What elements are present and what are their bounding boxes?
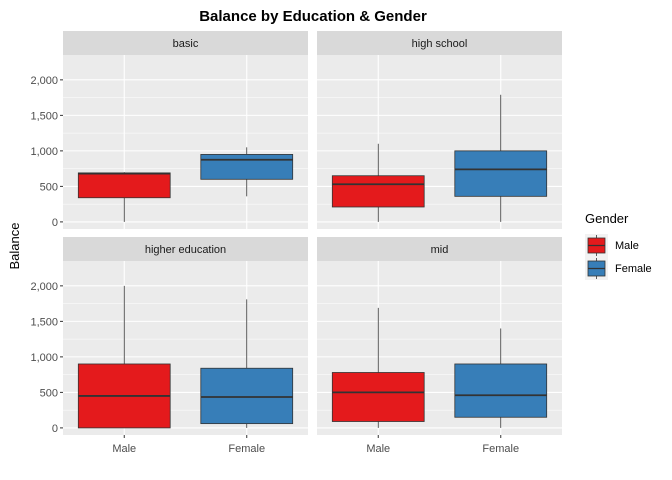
facet-panels: basic high school higher education mid bbox=[63, 31, 562, 435]
legend-item-female: Female bbox=[585, 257, 652, 280]
strip-high-school bbox=[317, 31, 562, 55]
box-basic-female bbox=[200, 154, 294, 180]
y-tick-label: 1,500 bbox=[30, 110, 58, 122]
chart-title: Balance by Education & Gender bbox=[199, 8, 427, 25]
panel-basic: basic bbox=[63, 31, 308, 229]
legend-title: Gender bbox=[585, 211, 629, 226]
panel-mid: mid bbox=[317, 237, 562, 435]
strip-basic bbox=[63, 31, 308, 55]
x-axis: Male Female Male Female bbox=[112, 435, 519, 455]
y-tick-label: 1,000 bbox=[30, 352, 58, 364]
box-high-school-female bbox=[454, 150, 548, 197]
legend-item-male: Male bbox=[585, 234, 639, 257]
y-axis-title: Balance bbox=[7, 223, 22, 270]
legend-label-female: Female bbox=[615, 263, 652, 275]
panel-high-school: high school bbox=[317, 31, 562, 229]
box-higher-education-female bbox=[200, 367, 294, 425]
box-mid-female bbox=[454, 363, 548, 418]
x-tick-label-male: Male bbox=[112, 443, 136, 455]
strip-mid bbox=[317, 237, 562, 261]
y-tick-label: 1,000 bbox=[30, 146, 58, 158]
x-tick-label-female: Female bbox=[482, 443, 519, 455]
y-axis-row-1: 0 500 1,000 1,500 2,000 bbox=[30, 75, 63, 229]
panel-higher-education: higher education bbox=[63, 237, 308, 435]
strip-label-basic: basic bbox=[173, 38, 199, 50]
strip-label-higher-education: higher education bbox=[145, 244, 226, 256]
box-basic-male bbox=[77, 172, 171, 199]
legend: Gender Male Female bbox=[585, 211, 652, 280]
x-tick-label-female: Female bbox=[228, 443, 265, 455]
y-axes: 0 500 1,000 1,500 2,000 0 500 1,000 1,500 2,000 bbox=[30, 75, 63, 435]
plot-bg-basic bbox=[63, 55, 308, 229]
y-tick-label: 1,500 bbox=[30, 316, 58, 328]
x-tick-label-male: Male bbox=[366, 443, 390, 455]
box-mid-male bbox=[331, 372, 425, 422]
legend-label-male: Male bbox=[615, 240, 639, 252]
box-high-school-male bbox=[331, 175, 425, 208]
strip-label-mid: mid bbox=[431, 244, 449, 256]
strip-higher-education bbox=[63, 237, 308, 261]
y-tick-label: 0 bbox=[52, 217, 58, 229]
y-tick-label: 2,000 bbox=[30, 281, 58, 293]
y-axis-row-2: 0 500 1,000 1,500 2,000 bbox=[30, 281, 63, 435]
y-tick-label: 500 bbox=[40, 387, 58, 399]
y-tick-label: 500 bbox=[40, 181, 58, 193]
strip-label-high-school: high school bbox=[412, 38, 468, 50]
y-tick-label: 0 bbox=[52, 423, 58, 435]
y-tick-label: 2,000 bbox=[30, 75, 58, 87]
